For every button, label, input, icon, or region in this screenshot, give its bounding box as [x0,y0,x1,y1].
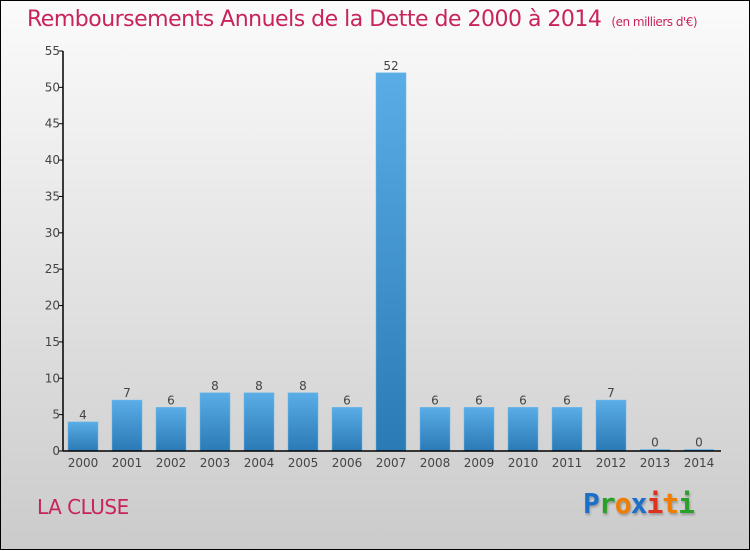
data-label: 7 [607,386,615,400]
y-tick-label: 45 [45,117,60,131]
bar-2007 [375,72,407,452]
x-tick-label: 2006 [332,456,363,470]
bar-2002 [155,407,187,452]
bar-2009 [463,407,495,452]
bar-2005 [287,392,319,452]
y-tick-label: 20 [45,299,60,313]
x-tick-label: 2002 [156,456,187,470]
logo-letter: t [662,487,679,520]
bar-2010 [507,407,539,452]
data-label: 8 [299,379,307,393]
bar-2012 [595,399,627,452]
logo-letter: i [646,487,663,520]
data-label: 8 [255,379,263,393]
x-tick-label: 2010 [508,456,539,470]
data-label: 6 [431,393,439,407]
y-tick-label: 0 [52,444,60,458]
data-label: 52 [383,59,398,73]
data-label: 6 [343,393,351,407]
x-tick-label: 2000 [68,456,99,470]
bar-2001 [111,399,143,452]
data-label: 6 [519,393,527,407]
y-tick-label: 50 [45,80,60,94]
x-tick-label: 2003 [200,456,231,470]
bar-2006 [331,407,363,452]
data-label: 7 [123,386,131,400]
x-tick-label: 2004 [244,456,275,470]
y-tick-label: 30 [45,226,60,240]
proxiti-logo[interactable]: Proxiti [583,487,695,520]
data-label: 6 [563,393,571,407]
data-label: 0 [651,436,659,450]
x-tick-label: 2013 [640,456,671,470]
x-tick-label: 2005 [288,456,319,470]
bar-2004 [243,392,275,452]
x-tick-label: 2007 [376,456,407,470]
bar-2008 [419,407,451,452]
logo-letter: i [678,487,695,520]
x-tick-label: 2008 [420,456,451,470]
bar-2000 [67,421,99,452]
logo-letter: o [614,487,632,520]
y-tick-label: 55 [45,44,60,58]
x-tick-label: 2011 [552,456,583,470]
y-tick-label: 15 [45,335,60,349]
y-tick-label: 35 [45,189,60,203]
logo-letter: x [630,487,648,520]
logo-letter: P [583,487,600,520]
logo-letter: r [598,487,616,520]
x-tick-label: 2014 [684,456,715,470]
bar-2011 [551,407,583,452]
data-label: 6 [475,393,483,407]
chart-title: Remboursements Annuels de la Dette de 20… [27,7,698,32]
x-tick-label: 2009 [464,456,495,470]
data-label: 6 [167,393,175,407]
data-label: 4 [79,408,87,422]
x-tick-label: 2012 [596,456,627,470]
title-text: Remboursements Annuels de la Dette de 20… [27,7,602,32]
y-tick-label: 5 [52,408,60,422]
chart-subtitle: (en milliers d'€) [611,15,698,29]
y-tick-label: 40 [45,153,60,167]
x-tick-label: 2001 [112,456,143,470]
data-label: 8 [211,379,219,393]
data-label: 0 [695,436,703,450]
y-tick-label: 10 [45,371,60,385]
bar-2003 [199,392,231,452]
y-tick-label: 25 [45,262,60,276]
town-name: LA CLUSE [37,495,129,519]
